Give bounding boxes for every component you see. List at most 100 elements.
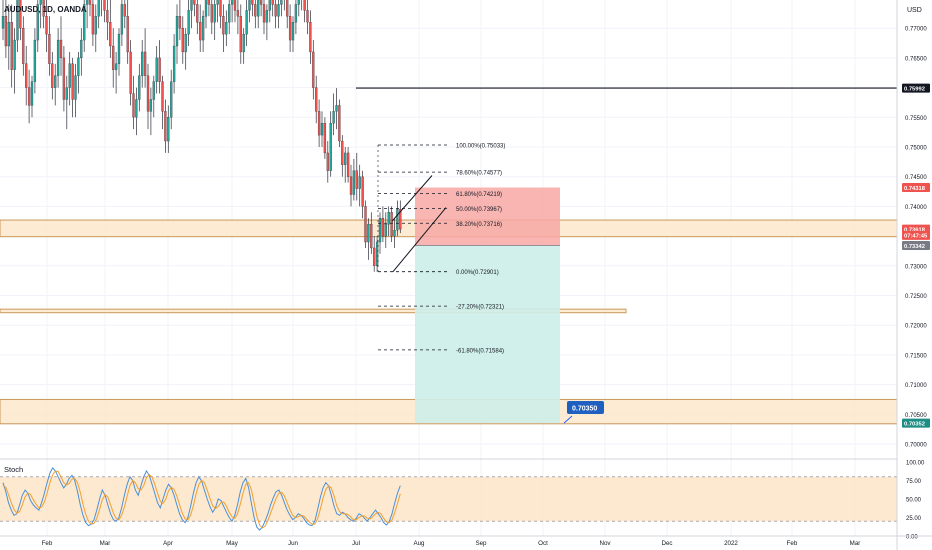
- candle-body-up: [152, 81, 155, 100]
- time-axis-label: May: [226, 540, 239, 547]
- price-axis[interactable]: 100.00 75.00 50.00 25.00 0.00 0.77000 0.76500 0…: [896, 0, 930, 550]
- candle-body-up: [54, 75, 57, 88]
- candle-body-down: [251, 0, 254, 5]
- candle: [341, 135, 344, 177]
- fib-level[interactable]: -27.20%(0.72321): [378, 305, 504, 311]
- candle: [13, 28, 16, 94]
- fib-level-label: 50.00%(0.73967): [456, 207, 502, 213]
- candle: [399, 200, 402, 234]
- time-axis-label: Jul: [352, 540, 360, 547]
- candle: [39, 0, 42, 29]
- candle: [132, 75, 135, 130]
- candle: [56, 28, 60, 88]
- candle: [103, 0, 106, 23]
- target-callout[interactable]: 0.70350: [563, 401, 604, 424]
- price-axis-label: 0.73000: [905, 264, 927, 270]
- candle-body-down: [355, 170, 358, 189]
- callout-label: 0.70350: [572, 406, 597, 413]
- fib-level[interactable]: -61.80%(0.71584): [378, 348, 504, 354]
- candle: [114, 51, 118, 94]
- fib-level[interactable]: 78.60%(0.74577): [378, 171, 502, 177]
- candle: [338, 99, 341, 147]
- candle: [370, 212, 373, 254]
- candle: [27, 69, 31, 124]
- candle-body-up: [56, 39, 60, 76]
- take-profit-area[interactable]: [415, 245, 560, 424]
- candle: [306, 0, 309, 35]
- stoch-axis-label: 0.00: [906, 535, 918, 541]
- candle-body-up: [213, 4, 216, 23]
- candle-body-down: [323, 123, 327, 154]
- candle-body-up: [39, 0, 42, 5]
- fib-level[interactable]: 61.80%(0.74219): [378, 192, 502, 198]
- candle: [213, 0, 216, 41]
- candle-body-up: [120, 4, 124, 35]
- time-axis[interactable]: Feb Mar Apr May Jun Jul Aug Sep Oct Nov Dec 2022 Feb…: [0, 535, 932, 547]
- fib-level-label: 78.60%(0.74577): [456, 171, 502, 177]
- candle-body-down: [109, 22, 112, 47]
- candle-body-down: [222, 16, 225, 35]
- candle: [158, 40, 161, 94]
- time-axis-label: Apr: [163, 540, 173, 547]
- candle: [349, 164, 353, 207]
- candle-body-up: [141, 51, 144, 76]
- candle: [19, 0, 22, 41]
- price-axis-label: 0.74500: [905, 175, 927, 181]
- candle: [77, 51, 80, 94]
- candle: [387, 206, 390, 237]
- price-axis-label: 0.74000: [905, 205, 927, 211]
- fib-level[interactable]: 50.00%(0.73967): [378, 207, 502, 213]
- candle: [190, 0, 193, 29]
- stoch-title: Stoch: [4, 465, 23, 474]
- candle: [294, 0, 298, 35]
- supply-demand-zone[interactable]: [0, 308, 627, 314]
- candle: [161, 75, 164, 130]
- candle: [80, 28, 83, 76]
- candle-body-down: [48, 33, 51, 64]
- candle: [30, 75, 34, 118]
- price-tag[interactable]: 0.74318: [902, 183, 930, 193]
- price-tag[interactable]: 0.73342: [902, 240, 930, 250]
- time-axis-label: Sep: [475, 540, 487, 547]
- candle: [228, 0, 231, 35]
- price-tag[interactable]: 0.70352: [902, 418, 930, 428]
- candle: [320, 111, 324, 147]
- candle: [335, 88, 338, 130]
- candle-body-up: [117, 33, 121, 64]
- fibonacci-retracement[interactable]: 100.00%(0.75033) 78.60%(0.74577) 61.80%(0.…: [377, 144, 505, 355]
- candle: [129, 40, 132, 106]
- candle-body-down: [306, 10, 309, 23]
- candle: [42, 0, 45, 29]
- candle-body-down: [303, 0, 306, 11]
- price-axis-label: 0.71500: [905, 353, 927, 359]
- candle: [45, 0, 48, 52]
- price-tag[interactable]: 0.75992: [902, 83, 930, 93]
- candle: [187, 0, 190, 47]
- drawings[interactable]: 0.70350: [356, 87, 897, 424]
- candle-body-up: [352, 170, 356, 195]
- candle-body-down: [123, 4, 126, 17]
- fib-level[interactable]: 100.00%(0.75033): [378, 144, 505, 150]
- candle-body-down: [143, 51, 147, 76]
- candle-body-up: [320, 123, 324, 136]
- candle-body-down: [129, 51, 132, 94]
- candle: [68, 51, 71, 106]
- channel-lower-line[interactable]: [392, 207, 447, 272]
- candle: [225, 10, 228, 47]
- fib-level[interactable]: 0.00%(0.72901): [378, 270, 499, 276]
- candle-body-down: [181, 28, 184, 53]
- short-position-tool[interactable]: [415, 187, 560, 424]
- callout-pointer: [563, 415, 573, 424]
- candle-body-down: [51, 63, 54, 88]
- candle-body-down: [88, 0, 92, 5]
- candle: [196, 0, 199, 35]
- price-tag[interactable]: 07:47:45: [902, 230, 930, 240]
- channel-upper-line[interactable]: [391, 175, 433, 222]
- fib-level[interactable]: 38.20%(0.73716): [378, 222, 502, 228]
- candle: [271, 0, 274, 17]
- candle-body-up: [138, 75, 141, 100]
- candle-body-down: [59, 39, 63, 59]
- price-tag-label: 0.70352: [904, 421, 925, 427]
- candle: [286, 0, 289, 29]
